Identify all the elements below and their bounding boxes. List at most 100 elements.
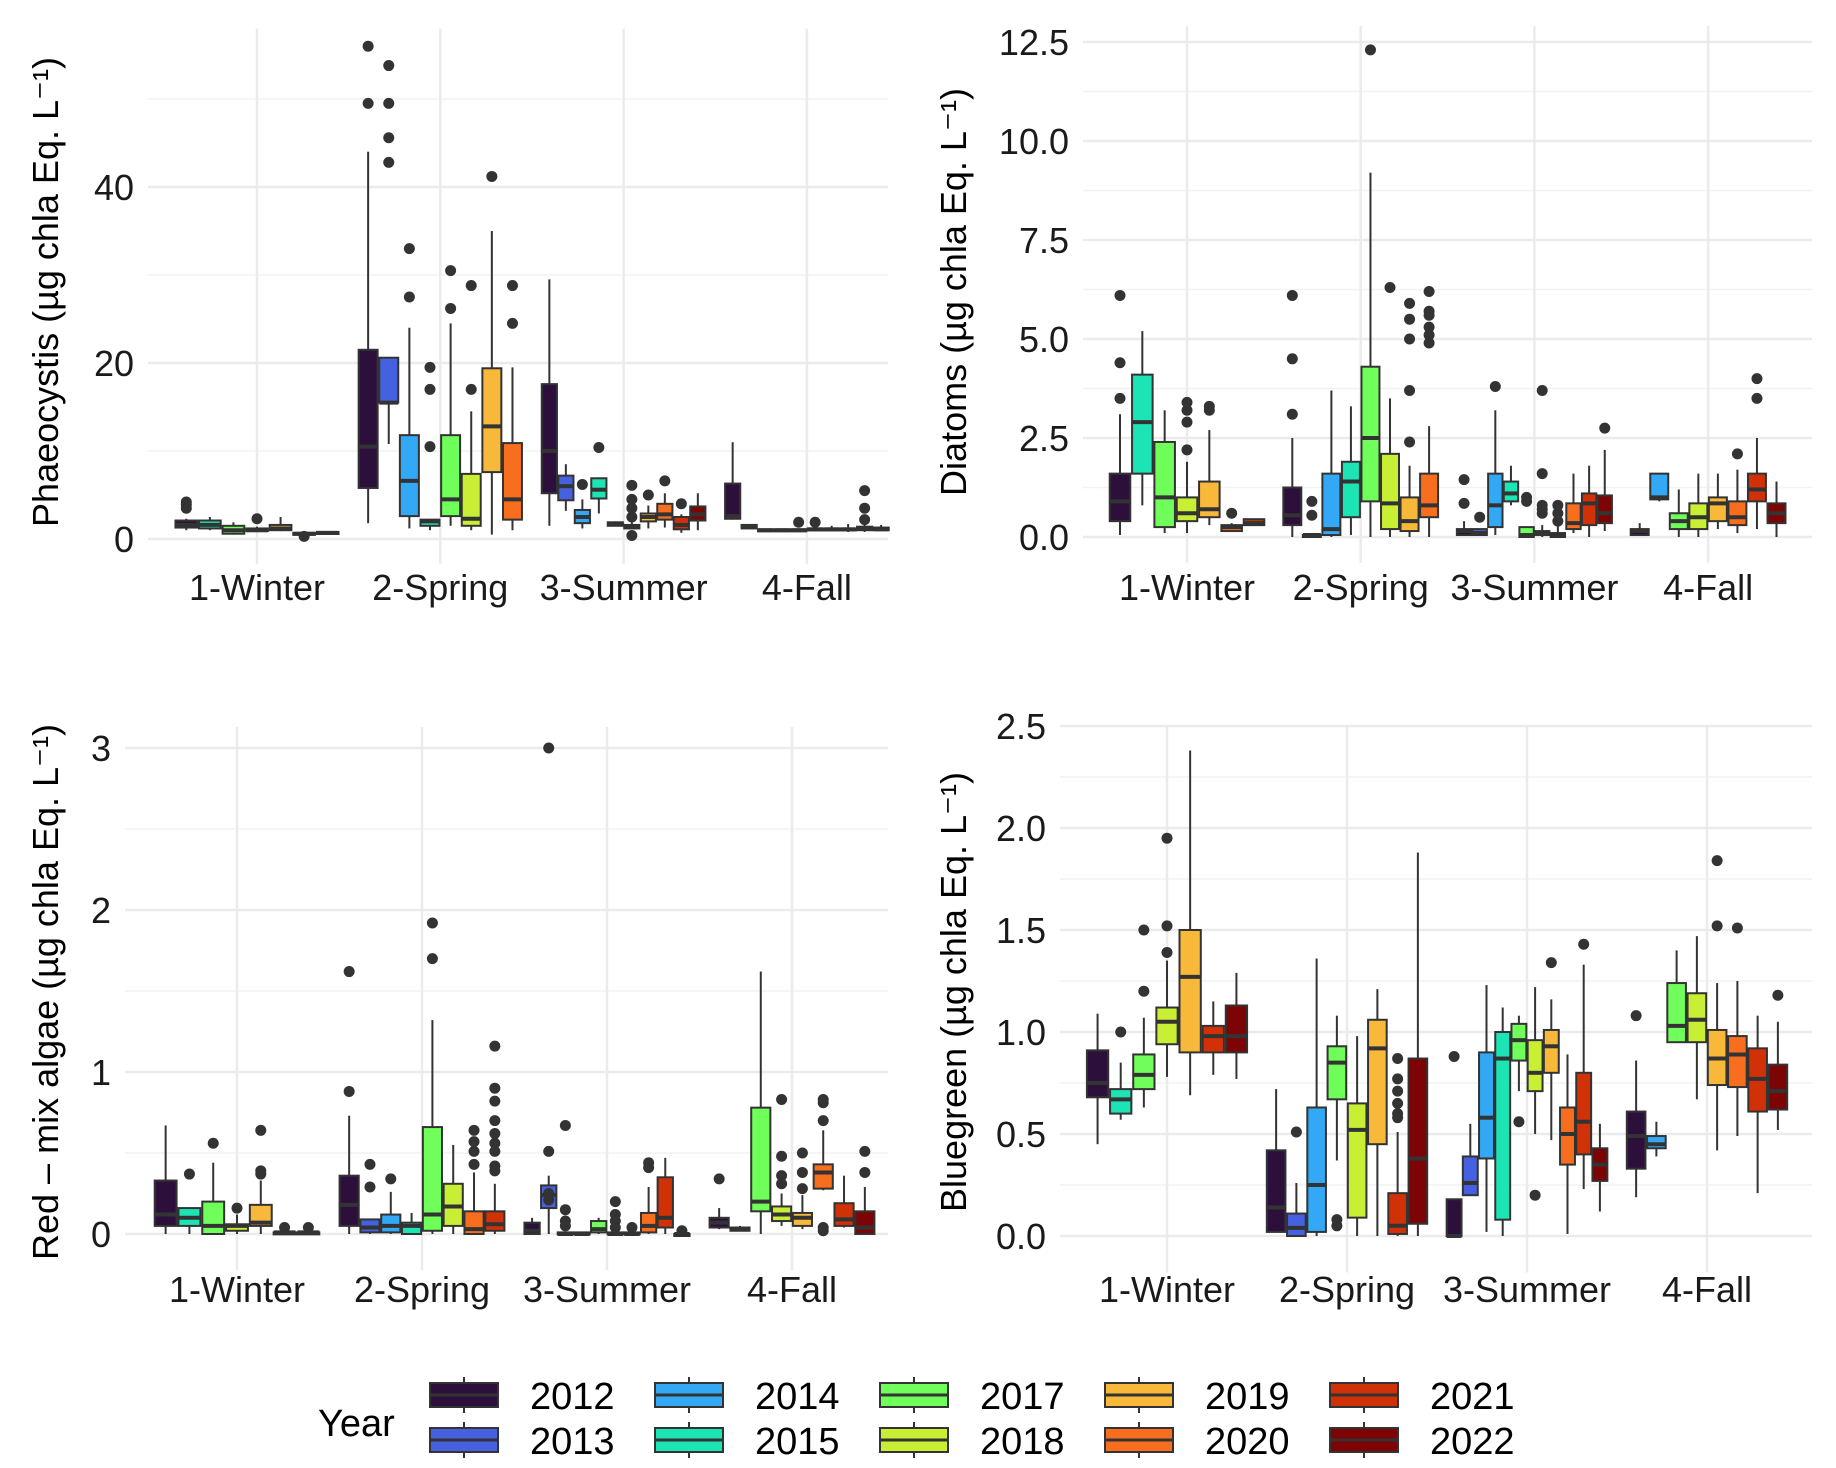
legend-label: 2014 (755, 1376, 840, 1418)
box-body (1478, 1051, 1495, 1160)
outlier-point (383, 132, 395, 144)
box-body (1265, 1149, 1287, 1233)
outlier-point (1161, 946, 1173, 958)
box-2012 (1455, 474, 1473, 537)
outlier-point (1306, 509, 1318, 521)
outlier-point (1711, 855, 1723, 867)
legend-item-2020: 2020 (1104, 1421, 1290, 1463)
outlier-point (1392, 1097, 1404, 1109)
box-2012 (1085, 1013, 1110, 1145)
box-2014 (1646, 1121, 1667, 1157)
outlier-point (1364, 44, 1376, 56)
outlier-point (383, 97, 395, 109)
outlier-point (543, 1145, 555, 1157)
outlier-point (859, 514, 871, 526)
outlier-point (626, 493, 638, 505)
outlier-point (796, 1166, 808, 1178)
box-2020 (839, 524, 857, 532)
outlier-point (1448, 1050, 1460, 1062)
y-axis-title: Red – mix algae (µg chla Eq. L⁻¹) (25, 724, 66, 1260)
box-2018 (1688, 473, 1709, 537)
box-2012 (1108, 289, 1132, 536)
box-2015 (1131, 331, 1154, 506)
legend-label: 2019 (1205, 1376, 1290, 1418)
box-2019 (481, 170, 503, 535)
box-2021 (1575, 938, 1593, 1190)
outlier-point (424, 383, 436, 395)
box-2020 (463, 1124, 485, 1235)
box-body (460, 472, 482, 527)
panel-diatoms: Diatoms (µg chla Eq. L⁻¹) 0.0 2.5 5.0 7.5 10… (933, 22, 1812, 608)
box-2021 (672, 498, 690, 533)
outlier-point (1474, 511, 1486, 523)
box-body (1510, 1022, 1528, 1062)
outlier-point (776, 1150, 788, 1162)
outlier-point (1181, 416, 1193, 428)
grid (148, 28, 888, 565)
box-2017 (1360, 44, 1381, 537)
box-body (484, 1210, 506, 1232)
box-2021 (656, 1157, 674, 1234)
legend-item-2021: 2021 (1329, 1376, 1515, 1418)
outlier-point (1458, 497, 1470, 509)
box-2015 (177, 1168, 202, 1234)
box-body (501, 442, 523, 521)
box-2012 (708, 1173, 730, 1230)
box-2019 (623, 1222, 641, 1236)
outlier-point (180, 496, 192, 508)
box-2019 (1707, 473, 1728, 530)
outlier-point (1599, 422, 1611, 434)
y-tick-label: 1.0 (996, 1012, 1046, 1053)
grid (125, 727, 888, 1271)
box-body (812, 1163, 834, 1190)
y-tick-label: 0 (91, 1214, 111, 1255)
box-2012 (1265, 1089, 1287, 1233)
box-2012 (174, 496, 199, 531)
outlier-point (362, 40, 374, 52)
box-2015 (419, 361, 441, 531)
x-tick-label: 2-Spring (354, 1269, 490, 1310)
outlier-point (383, 156, 395, 168)
box-2015 (1340, 406, 1361, 536)
outlier-point (362, 97, 374, 109)
box-2018 (245, 513, 269, 533)
legend-label: 2020 (1205, 1421, 1290, 1463)
outlier-point (364, 1158, 376, 1170)
outlier-point (1181, 396, 1193, 408)
box-body (656, 1176, 674, 1229)
outlier-point (859, 1166, 871, 1178)
legend-item-2019: 2019 (1104, 1376, 1290, 1418)
legend-item-2012: 2012 (429, 1376, 615, 1418)
outlier-point (1181, 404, 1193, 416)
box-2018 (460, 280, 482, 531)
outlier-point (468, 1145, 480, 1157)
y-tick-label: 1 (91, 1052, 111, 1093)
outlier-point (489, 1082, 501, 1094)
box-body (201, 1200, 226, 1235)
y-tick-label: 12.5 (999, 22, 1069, 63)
y-tick-label: 7.5 (1019, 220, 1069, 261)
outlier-point (383, 60, 395, 72)
box-2019 (823, 525, 841, 532)
box-2015 (773, 528, 791, 533)
outlier-point (489, 1040, 501, 1052)
box-body (1494, 1031, 1512, 1221)
box-2015 (1494, 1007, 1512, 1236)
outlier-point (776, 1178, 788, 1190)
box-body (401, 1221, 423, 1236)
box-body (1282, 486, 1303, 527)
box-body (1321, 472, 1342, 537)
outlier-point (713, 1173, 725, 1185)
legend-item-2013: 2013 (429, 1421, 615, 1463)
box-body (1419, 472, 1440, 519)
box-2018 (225, 1202, 249, 1234)
box-2013 (729, 1225, 751, 1232)
outlier-point (465, 383, 477, 395)
outlier-point (626, 511, 638, 523)
x-tick-label: 4-Fall (762, 567, 852, 608)
outlier-point (445, 265, 457, 277)
grid (1083, 26, 1812, 563)
box-2014 (398, 243, 420, 529)
box-2020 (501, 280, 523, 531)
